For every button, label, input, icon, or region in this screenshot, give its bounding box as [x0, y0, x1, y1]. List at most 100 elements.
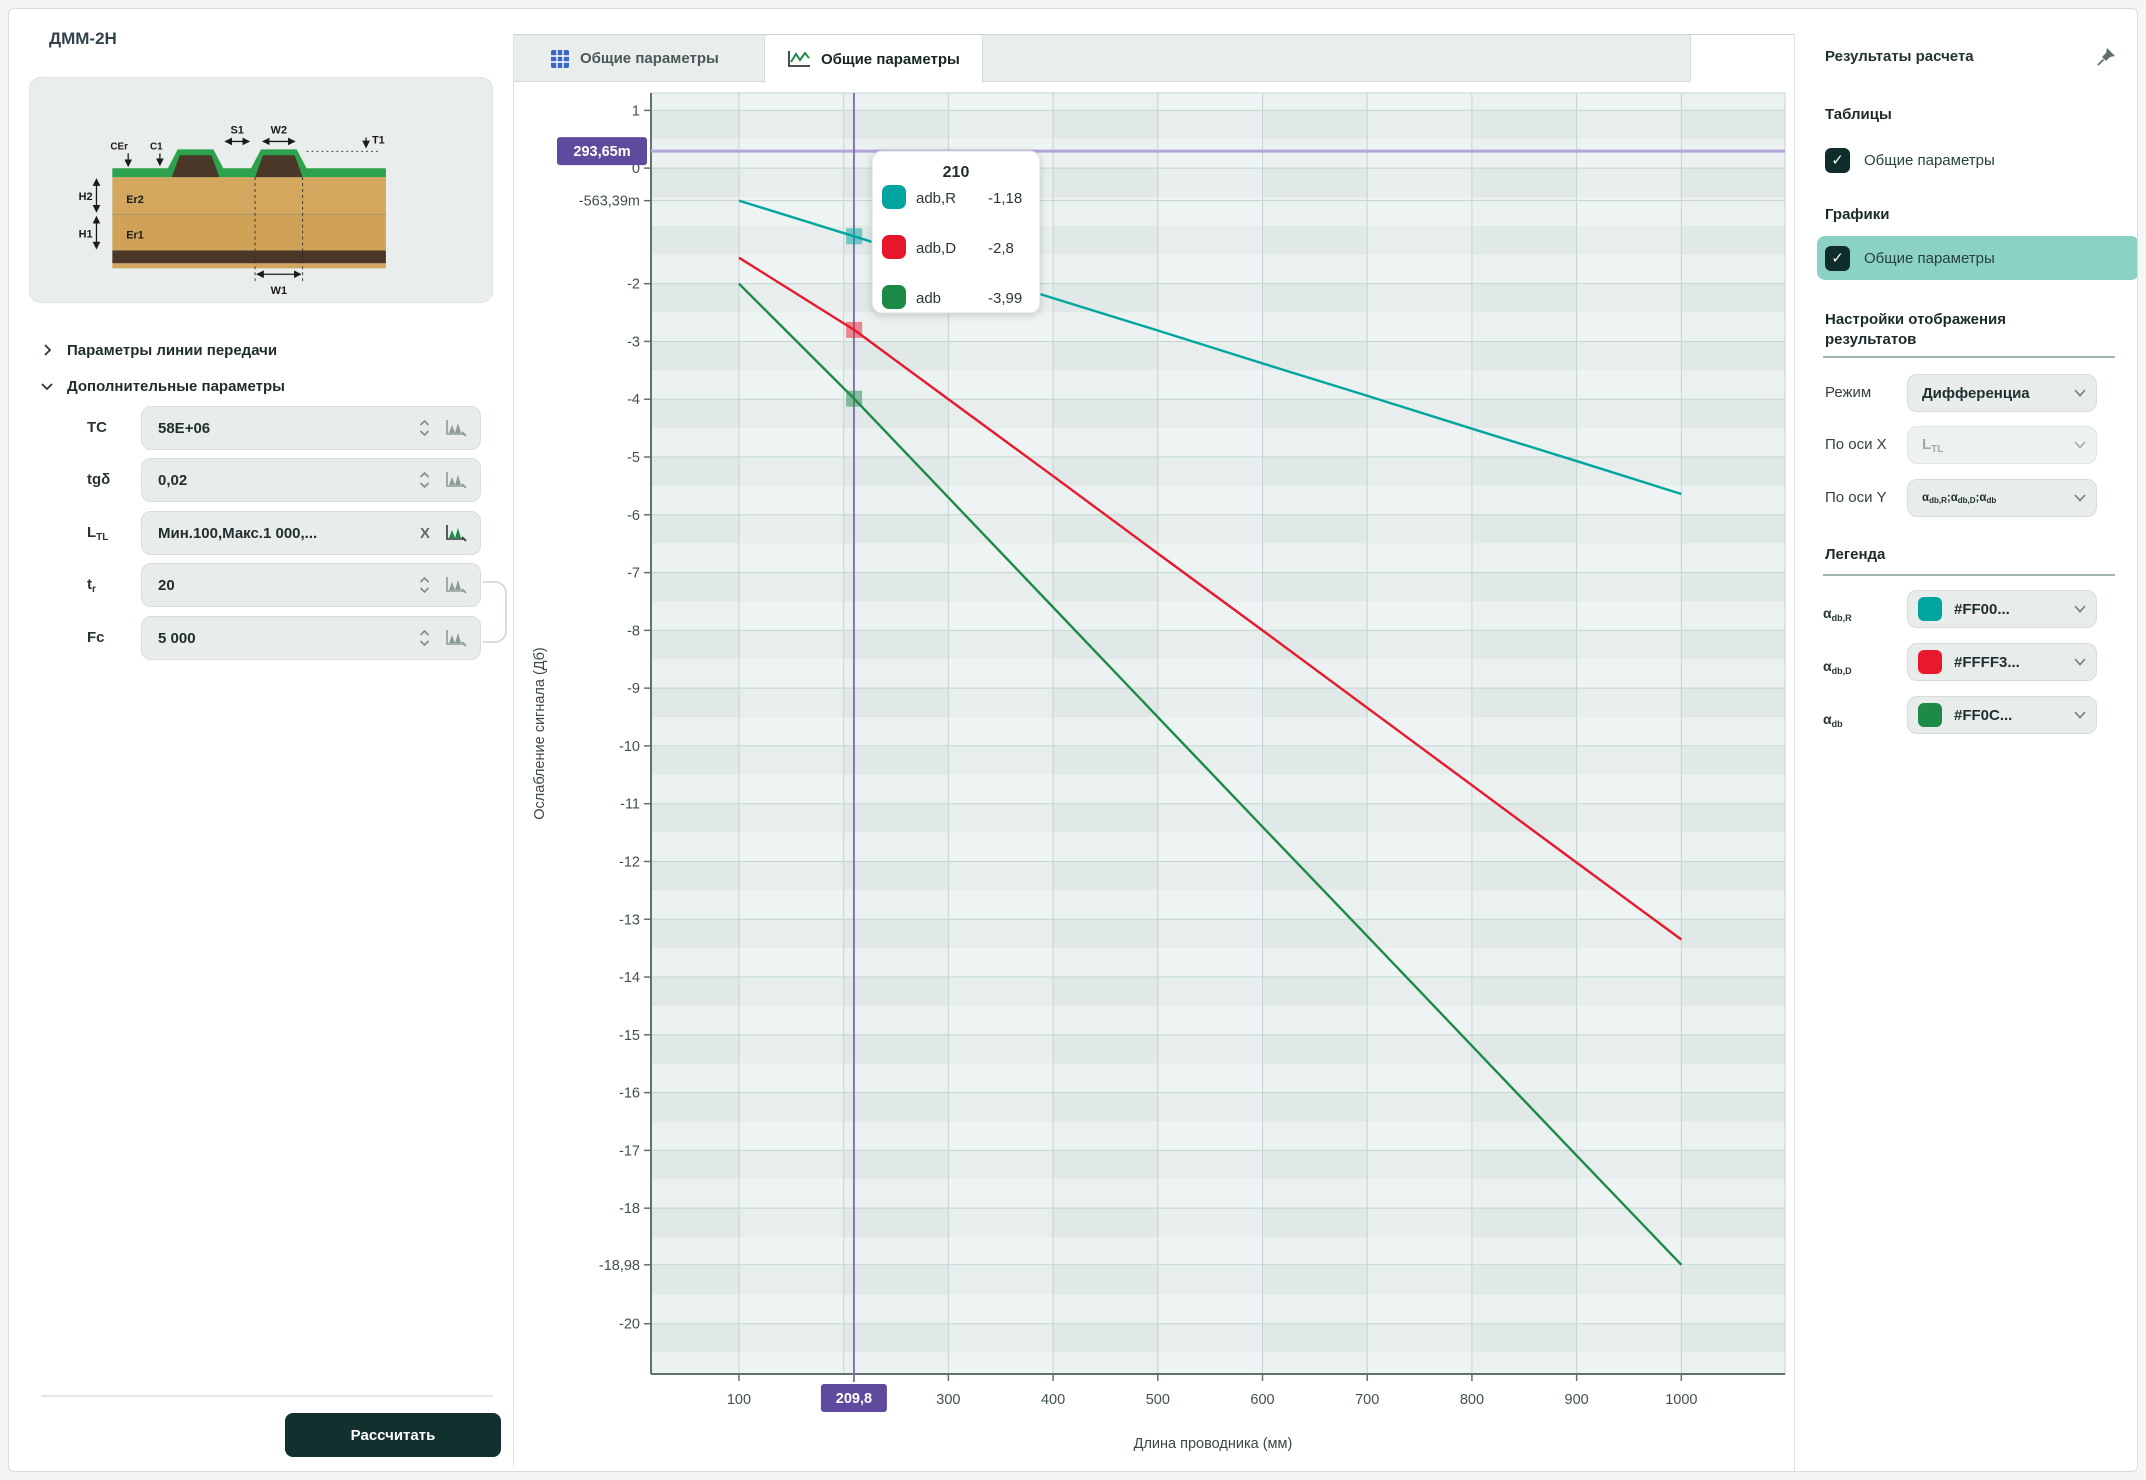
y-axis-select[interactable]: αdb,R;αdb,D;αdb	[1907, 479, 2097, 517]
mode-label: Режим	[1825, 384, 1872, 401]
x-tick-label: 1000	[1665, 1392, 1697, 1408]
y-tick-label: -10	[619, 739, 640, 755]
chevron-down-icon	[2074, 658, 2096, 666]
tab-table-common-params[interactable]: Общие параметры	[528, 35, 741, 82]
series-marker-3[interactable]	[846, 390, 863, 407]
legend-color-select-adb[interactable]: #FF0C...	[1907, 696, 2097, 734]
color-swatch-green	[1918, 703, 1942, 727]
y-tick-label: -20	[619, 1317, 640, 1333]
tc-input[interactable]: 58E+06	[141, 406, 481, 450]
tab-label: Общие параметры	[580, 50, 719, 67]
x-tick-label: 500	[1146, 1392, 1170, 1408]
y-tick-label: -563,39m	[579, 194, 640, 210]
series-marker-1[interactable]	[846, 228, 863, 245]
table-icon	[551, 49, 569, 68]
chevron-down-icon	[2074, 711, 2096, 719]
tables-item-common-params[interactable]: ✓ Общие параметры	[1817, 138, 2003, 182]
clear-icon[interactable]: X	[419, 524, 430, 542]
charts-heading: Графики	[1825, 206, 1890, 223]
legend-label-adb-r: αdb,R	[1823, 605, 1852, 623]
x-tick-label: 400	[1041, 1392, 1065, 1408]
tab-strip: Общие параметры Общие параметры	[514, 35, 1691, 83]
tooltip-series-name: adb,D	[916, 240, 956, 257]
results-panel-title: Результаты расчета	[1825, 48, 1974, 65]
checkbox-checked[interactable]: ✓	[1825, 245, 1850, 271]
left-panel-divider	[513, 34, 514, 1467]
series-line-3[interactable]	[738, 282, 1683, 1266]
y-tick-labels: 1 0 -563,39m -2 -3 -4 -5 -6 -7 -8 -9 -10 -11 -12 -13 -1…	[579, 103, 651, 1333]
spinner-icon[interactable]	[419, 472, 430, 488]
legend-label-adb-d: αdb,D	[1823, 658, 1852, 676]
series-line-2[interactable]	[738, 256, 1683, 941]
histogram-icon-active[interactable]	[444, 524, 468, 542]
section-additional-params[interactable]: Дополнительные параметры	[41, 373, 285, 399]
x-crosshair-badge: 209,8	[820, 1384, 887, 1412]
legend-color-select-adb-d[interactable]: #FFFF3...	[1907, 643, 2097, 681]
y-tick-label: -18,98	[599, 1258, 640, 1274]
x-crosshair-value: 209,8	[836, 1391, 872, 1407]
section-transmission-line-params[interactable]: Параметры линии передачи	[41, 337, 277, 363]
app-window: ДММ-2Н	[8, 8, 2138, 1472]
dim-label-er1: Er1	[126, 230, 144, 242]
mode-value: Дифференциа	[1922, 384, 2030, 402]
fc-value[interactable]: 5 000	[158, 629, 196, 647]
pin-icon[interactable]	[2095, 46, 2117, 68]
tab-chart-common-params[interactable]: Общие параметры	[764, 35, 983, 83]
param-label-tc: TC	[87, 419, 107, 436]
tr-value[interactable]: 20	[158, 576, 175, 594]
plot-column-shades	[738, 93, 1682, 1374]
y-tick-label: -7	[627, 566, 640, 582]
tab-label: Общие параметры	[821, 50, 960, 68]
tooltip-series-name: adb,R	[916, 190, 956, 207]
dim-label-h1: H1	[79, 229, 93, 241]
y-crosshair-badge: 293,65m	[557, 137, 647, 166]
color-swatch-teal	[1918, 597, 1942, 621]
attenuation-line-chart[interactable]: 100 300 400 500 600 700 800 900 1000 1 0 -563,39m -2…	[514, 82, 1791, 1467]
x-tick-label: 600	[1250, 1392, 1274, 1408]
fc-input[interactable]: 5 000	[141, 616, 481, 660]
x-tick-label: 300	[936, 1392, 960, 1408]
charts-item-common-params[interactable]: ✓ Общие параметры	[1817, 236, 2137, 280]
x-tick-label: 900	[1565, 1392, 1589, 1408]
chart-tooltip: 210 adb,R -1,18 adb,D -2,8 adb -3,99	[871, 150, 1041, 314]
tables-heading: Таблицы	[1825, 106, 1892, 123]
legend-color-select-adb-r[interactable]: #FF00...	[1907, 590, 2097, 628]
color-value: #FF0C...	[1954, 706, 2013, 724]
tgd-input[interactable]: 0,02	[141, 458, 481, 502]
color-value: #FFFF3...	[1954, 653, 2020, 671]
histogram-icon[interactable]	[444, 629, 468, 647]
checkbox-label: Общие параметры	[1864, 249, 1995, 267]
chevron-down-icon	[2074, 441, 2096, 449]
tr-input[interactable]: 20	[141, 563, 481, 607]
ltl-value[interactable]: Мин.100,Макс.1 000,...	[158, 524, 318, 542]
chevron-down-icon	[41, 383, 53, 391]
tooltip-series-name: adb	[916, 290, 941, 307]
y-tick-label: -9	[627, 681, 640, 697]
histogram-icon[interactable]	[444, 471, 468, 489]
y-tick-label: -13	[619, 912, 640, 928]
tc-value[interactable]: 58E+06	[158, 419, 211, 437]
mode-select[interactable]: Дифференциа	[1907, 374, 2097, 412]
spinner-icon[interactable]	[419, 630, 430, 646]
y-axis-title: Ослабление сигнала (Дб)	[532, 647, 548, 819]
checkbox-checked[interactable]: ✓	[1825, 147, 1850, 173]
x-axis-select[interactable]: LTL	[1907, 426, 2097, 464]
tooltip-swatch-3	[882, 285, 906, 309]
left-panel-divider-line	[41, 1395, 493, 1397]
histogram-icon[interactable]	[444, 576, 468, 594]
series-marker-2[interactable]	[846, 321, 863, 338]
spinner-icon[interactable]	[419, 420, 430, 436]
spinner-icon[interactable]	[419, 577, 430, 593]
histogram-icon[interactable]	[444, 419, 468, 437]
y-tick-label: -11	[620, 797, 640, 813]
color-swatch-red	[1918, 650, 1942, 674]
y-crosshair-value: 293,65m	[573, 144, 630, 160]
dim-label-t1: T1	[372, 134, 385, 146]
calculate-button[interactable]: Рассчитать	[285, 1413, 501, 1457]
ltl-input[interactable]: Мин.100,Макс.1 000,... X	[141, 511, 481, 555]
tgd-value[interactable]: 0,02	[158, 471, 188, 489]
section-label: Дополнительные параметры	[67, 377, 285, 395]
tooltip-swatch-1	[882, 185, 906, 209]
x-tick-label: 700	[1355, 1392, 1379, 1408]
param-label-tgd: tgδ	[87, 471, 111, 488]
